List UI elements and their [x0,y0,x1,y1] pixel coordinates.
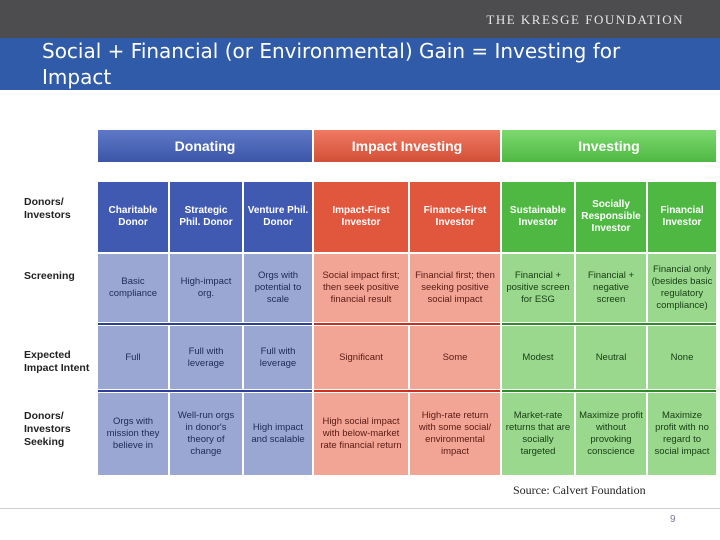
top-bar [0,0,720,38]
seeking-cell: Orgs with mission they believe in [98,393,168,475]
col-header-strategic-donor: Strategic Phil. Donor [170,182,242,252]
row-divider [314,323,500,325]
row-label-seeking: Donors/ Investors Seeking [24,410,71,448]
seeking-cell: Maximize profit with no regard to social… [648,393,716,475]
col-header-financial: Financial Investor [648,182,716,252]
impact-intent-cell: Full with leverage [170,326,242,389]
impact-intent-cell: Modest [502,326,574,389]
screening-cell: Basic compliance [98,254,168,322]
col-header-socially-responsible: Socially Responsible Investor [576,182,646,252]
impact-intent-cell: Neutral [576,326,646,389]
col-header-venture-donor: Venture Phil. Donor [244,182,312,252]
screening-cell: Financial only (besides basic regulatory… [648,254,716,322]
screening-cell: Financial + positive screen for ESG [502,254,574,322]
col-header-finance-first: Finance-First Investor [410,182,500,252]
col-header-charitable-donor: Charitable Donor [98,182,168,252]
title-bar [0,38,720,90]
screening-cell: Financial + negative screen [576,254,646,322]
screening-cell: Social impact first; then seek positive … [314,254,408,322]
header-investing: Investing [502,130,716,162]
seeking-cell: Well-run orgs in donor's theory of chang… [170,393,242,475]
row-label-donors-investors: Donors/ Investors [24,196,71,221]
row-label-screening: Screening [24,270,75,282]
impact-intent-cell: None [648,326,716,389]
impact-intent-cell: Significant [314,326,408,389]
header-donating: Donating [98,130,312,162]
slide-title: Social + Financial (or Environmental) Ga… [42,39,621,89]
row-divider [98,390,312,392]
screening-cell: High-impact org. [170,254,242,322]
screening-cell: Orgs with potential to scale [244,254,312,322]
row-divider [502,323,716,325]
seeking-cell: High-rate return with some social/ envir… [410,393,500,475]
impact-intent-cell: Some [410,326,500,389]
source-caption: Source: Calvert Foundation [513,483,646,497]
impact-intent-cell: Full [98,326,168,389]
col-header-impact-first: Impact-First Investor [314,182,408,252]
header-impact-investing: Impact Investing [314,130,500,162]
col-header-sustainable: Sustainable Investor [502,182,574,252]
row-divider [314,390,500,392]
seeking-cell: High social impact with below-market rat… [314,393,408,475]
brand-logo-text: THE KRESGE FOUNDATION [486,12,684,27]
footer-divider [0,508,720,509]
screening-cell: Financial first; then seeking positive s… [410,254,500,322]
row-label-impact-intent: Expected Impact Intent [24,349,90,374]
seeking-cell: High impact and scalable [244,393,312,475]
row-divider [98,323,312,325]
page-number: 9 [670,514,676,525]
row-divider [502,390,716,392]
seeking-cell: Maximize profit without provoking consci… [576,393,646,475]
impact-intent-cell: Full with leverage [244,326,312,389]
seeking-cell: Market-rate returns that are socially ta… [502,393,574,475]
